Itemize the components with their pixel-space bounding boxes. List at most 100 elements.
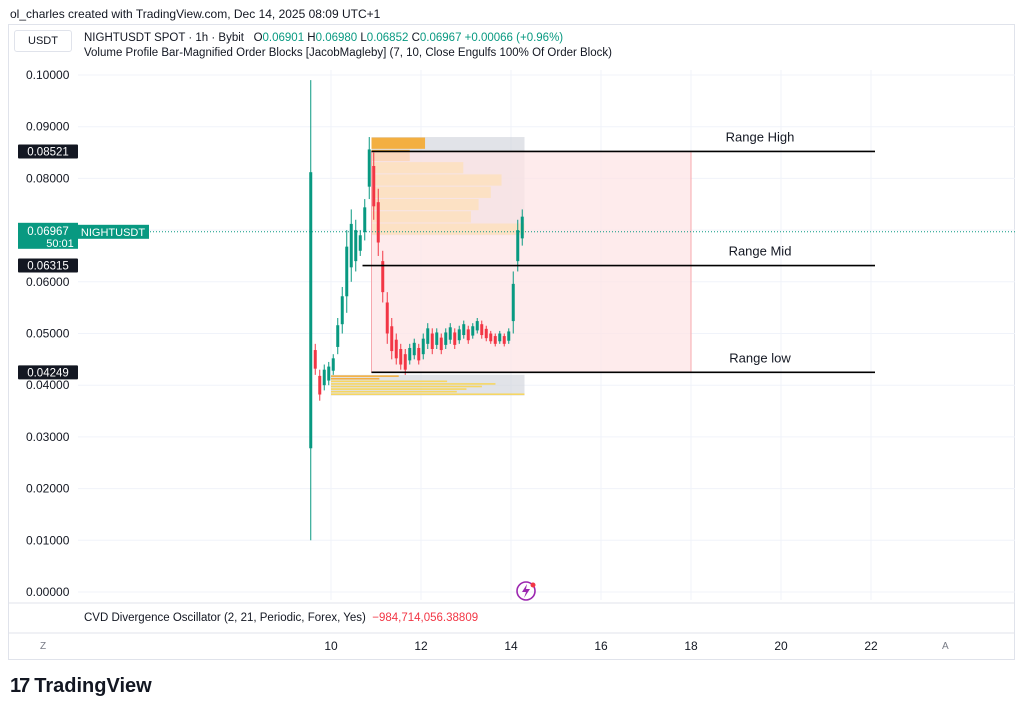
y-tick-label: 0.00000	[26, 585, 70, 599]
y-tick-label: 0.10000	[26, 68, 70, 82]
countdown: 50:01	[46, 238, 74, 250]
x-tick-label: 14	[504, 639, 518, 653]
open-value: 0.06901	[262, 32, 305, 44]
candle-body	[345, 246, 349, 297]
profile-bar	[331, 377, 380, 380]
candle-body	[498, 333, 502, 342]
y-tick-label: 0.04000	[26, 378, 70, 392]
candle-body	[367, 149, 371, 187]
candle-body	[385, 302, 389, 334]
candle-body	[318, 375, 322, 395]
profile-bar	[331, 390, 457, 393]
time-axis: 10 12 14 16 18 20 22	[324, 639, 878, 653]
price-candles	[309, 80, 524, 541]
high-value: 0.06980	[315, 32, 358, 44]
candle-body	[520, 216, 524, 239]
current-price-bg	[18, 222, 78, 249]
candle-body	[462, 324, 466, 336]
y-tick-label: 0.09000	[26, 120, 70, 134]
candle-body	[421, 338, 425, 355]
candle-body	[390, 326, 394, 352]
indicator-legend[interactable]: Volume Profile Bar-Magnified Order Block…	[84, 47, 612, 59]
candle-body	[475, 321, 479, 331]
x-tick-label: 12	[414, 639, 428, 653]
range-box	[371, 150, 692, 373]
ohlc-legend: NIGHTUSDT SPOT · 1h · Bybit O0.06901 H0.…	[84, 32, 564, 44]
candle-body	[322, 369, 326, 386]
tradingview-logo: 17 TradingView	[10, 675, 152, 698]
y-tick-label: 0.01000	[26, 533, 70, 547]
low-value: 0.06852	[366, 32, 409, 44]
candle-body	[448, 327, 452, 340]
candle-body	[327, 366, 331, 381]
tradingview-mark-icon: 17	[10, 675, 30, 697]
x-tick-label: 22	[864, 639, 878, 653]
y-tick-label: 0.06000	[26, 275, 70, 289]
close-value: 0.06967	[419, 32, 462, 44]
x-tick-label: 10	[324, 639, 338, 653]
candle-body	[349, 223, 353, 268]
y-tick-label: 0.08000	[26, 171, 70, 185]
candle-body	[439, 337, 443, 351]
candle-body	[399, 349, 403, 365]
candle-body	[313, 350, 317, 369]
candle-body	[394, 339, 398, 359]
price-label-bg	[18, 144, 78, 159]
profile-bar	[331, 380, 448, 383]
symbol-tag: NIGHTUSDT	[81, 227, 145, 239]
profile-bar	[331, 375, 399, 377]
candle-body	[403, 354, 407, 370]
price-label-bg	[18, 365, 78, 380]
currency-selector[interactable]: USDT	[14, 30, 72, 52]
price-label: 0.08521	[27, 146, 69, 158]
candle-body	[309, 172, 313, 449]
timezone-button[interactable]: Z	[40, 641, 47, 652]
chart-frame	[8, 24, 1015, 660]
candle-body	[331, 358, 335, 371]
candle-body	[336, 325, 340, 347]
candle-body	[354, 230, 358, 262]
candle-body	[381, 261, 385, 293]
symbol-title: NIGHTUSDT SPOT · 1h · Bybit	[84, 32, 244, 44]
candle-body	[358, 235, 362, 251]
level-label: Range High	[726, 129, 795, 144]
profile-bar	[331, 383, 496, 385]
candle-body	[408, 347, 412, 361]
change-value: +0.00066 (+0.96%)	[464, 32, 564, 44]
share-note: ol_charles created with TradingView.com,…	[10, 7, 381, 21]
symbol-tag-bg	[78, 224, 149, 239]
candle-body	[489, 333, 493, 342]
candle-body	[457, 329, 461, 341]
y-tick-label: 0.05000	[26, 327, 70, 341]
current-price-value: 0.06967	[27, 226, 69, 238]
candle-body	[480, 324, 484, 336]
candle-body	[426, 328, 430, 344]
candle-body	[453, 332, 457, 345]
oscillator-legend[interactable]: CVD Divergence Oscillator (2, 21, Period…	[84, 612, 479, 624]
x-tick-label: 20	[774, 639, 788, 653]
level-label: Range Mid	[729, 244, 792, 259]
candle-body	[376, 202, 380, 243]
candle-body	[412, 342, 416, 356]
profile-bar	[371, 137, 426, 149]
price-label: 0.04249	[27, 367, 69, 379]
lightning-icon[interactable]	[516, 581, 536, 601]
x-tick-label: 18	[684, 639, 698, 653]
candle-body	[516, 230, 520, 262]
candle-body	[340, 296, 344, 325]
candle-body	[417, 347, 421, 361]
auto-scale-button[interactable]: A	[942, 641, 949, 652]
candle-body	[507, 331, 511, 341]
candle-body	[493, 336, 497, 344]
candle-body	[471, 326, 475, 336]
candle-body	[484, 328, 488, 339]
tradingview-wordmark: TradingView	[34, 675, 152, 697]
candle-body	[511, 283, 515, 322]
oscillator-value: −984,714,056.38809	[372, 612, 479, 624]
candle-body	[372, 165, 376, 207]
candle-body	[466, 329, 470, 341]
price-label: 0.06315	[27, 261, 69, 273]
profile-bar	[331, 393, 525, 396]
